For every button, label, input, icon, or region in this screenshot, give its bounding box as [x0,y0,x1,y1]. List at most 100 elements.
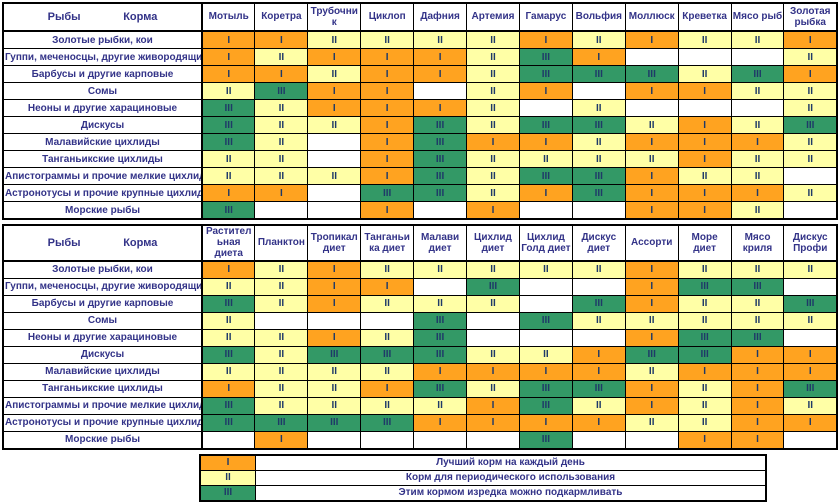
rating-cell: I [783,345,838,364]
rating-cell: II [466,82,520,100]
rating-cell: I [677,133,732,151]
rating-cell: III [624,345,679,364]
fish-row-label: Золотые рыбки, кои [2,260,203,279]
rating-cell: II [254,328,309,347]
rating-cell: II [307,65,362,83]
rating-cell [466,430,520,450]
rating-cell: I [677,184,732,202]
food-column-header: Моллюск [624,2,679,32]
rating-cell: I [413,48,468,66]
rating-cell: III [677,345,732,364]
fish-row-label: Дискусы [2,345,203,364]
food-column-header: Креветка [677,2,732,32]
rating-cell: II [730,82,785,100]
fish-row-label: Малавийские цихлиды [2,133,203,151]
rating-cell: II [518,260,573,279]
legend-swatch: I [199,454,256,471]
rating-cell: I [518,30,573,49]
rating-cell: II [783,133,838,151]
rating-cell: I [730,396,785,415]
rating-cell: I [201,30,256,49]
rating-cell: I [730,379,785,398]
rating-cell: II [413,260,468,279]
rating-cell [466,311,520,330]
food-column-header: Гамарус [518,2,573,32]
rating-cell: II [571,260,626,279]
rating-cell: I [360,167,415,185]
rating-cell: II [413,294,468,313]
fish-row-label: Танганьикские цихлиды [2,150,203,168]
rating-cell: I [466,201,520,220]
rating-cell: I [571,48,626,66]
rating-cell: II [254,379,309,398]
food-column-header: Малави диет [413,224,468,262]
rating-cell [466,328,520,347]
food-column-header: Дискус Профи [783,224,838,262]
rating-cell: I [413,99,468,117]
rating-cell: III [730,65,785,83]
legend: I Лучший корм на каждый день II Корм для пе… [199,453,767,502]
rating-cell: I [624,328,679,347]
rating-cell: II [783,311,838,330]
rating-cell: II [466,167,520,185]
food-column-header: Артемия [466,2,520,32]
rating-cell [571,430,626,450]
rating-cell: II [624,311,679,330]
rating-cell: I [307,82,362,100]
fish-row-label: Апистограммы и прочие мелкие цихлиды [2,167,203,185]
rating-cell: III [571,184,626,202]
table-row: Неоны и другие харациновые II II I II III I III… [2,328,838,347]
food-column-header: Планктон [254,224,309,262]
rating-cell: II [783,82,838,100]
legend-caption: Этим кормом изредка можно подкармливать [255,484,767,502]
rating-cell: II [413,396,468,415]
corner-header: Рыбы Корма [2,2,203,32]
rating-cell: I [360,116,415,134]
rating-cell [677,99,732,117]
table-row: Малавийские цихлиды II II II II I I I I II I I I [2,362,838,381]
rating-cell: II [571,311,626,330]
rating-cell [518,201,573,220]
rating-cell: III [730,277,785,296]
rating-cell [307,133,362,151]
rating-cell: III [201,99,256,117]
rating-cell: I [624,277,679,296]
rating-cell: II [624,413,679,432]
rating-cell [571,82,626,100]
rating-cell: II [677,294,732,313]
rating-cell: III [518,311,573,330]
rating-cell: III [413,150,468,168]
rating-cell: III [571,65,626,83]
rating-cell: I [677,82,732,100]
rating-cell: II [730,116,785,134]
fish-row-label: Малавийские цихлиды [2,362,203,381]
rating-cell: II [571,396,626,415]
rating-cell [783,328,838,347]
rating-cell: II [466,30,520,49]
rating-cell: III [413,328,468,347]
legend-caption: Корм для периодического использования [255,469,767,486]
rating-cell: I [730,413,785,432]
rating-cell: II [624,362,679,381]
rating-cell: I [307,99,362,117]
fish-row-label: Барбусы и другие карповые [2,65,203,83]
rating-cell: III [518,379,573,398]
rating-cell [413,201,468,220]
rating-cell: I [518,133,573,151]
rating-cell: III [413,116,468,134]
rating-cell: II [730,260,785,279]
rating-cell: III [677,328,732,347]
rating-cell: III [413,345,468,364]
rating-cell: II [360,396,415,415]
food-column-header: Тропикал диет [307,224,362,262]
rating-cell: II [783,184,838,202]
rating-cell: I [307,48,362,66]
fish-row-label: Морские рыбы [2,430,203,450]
